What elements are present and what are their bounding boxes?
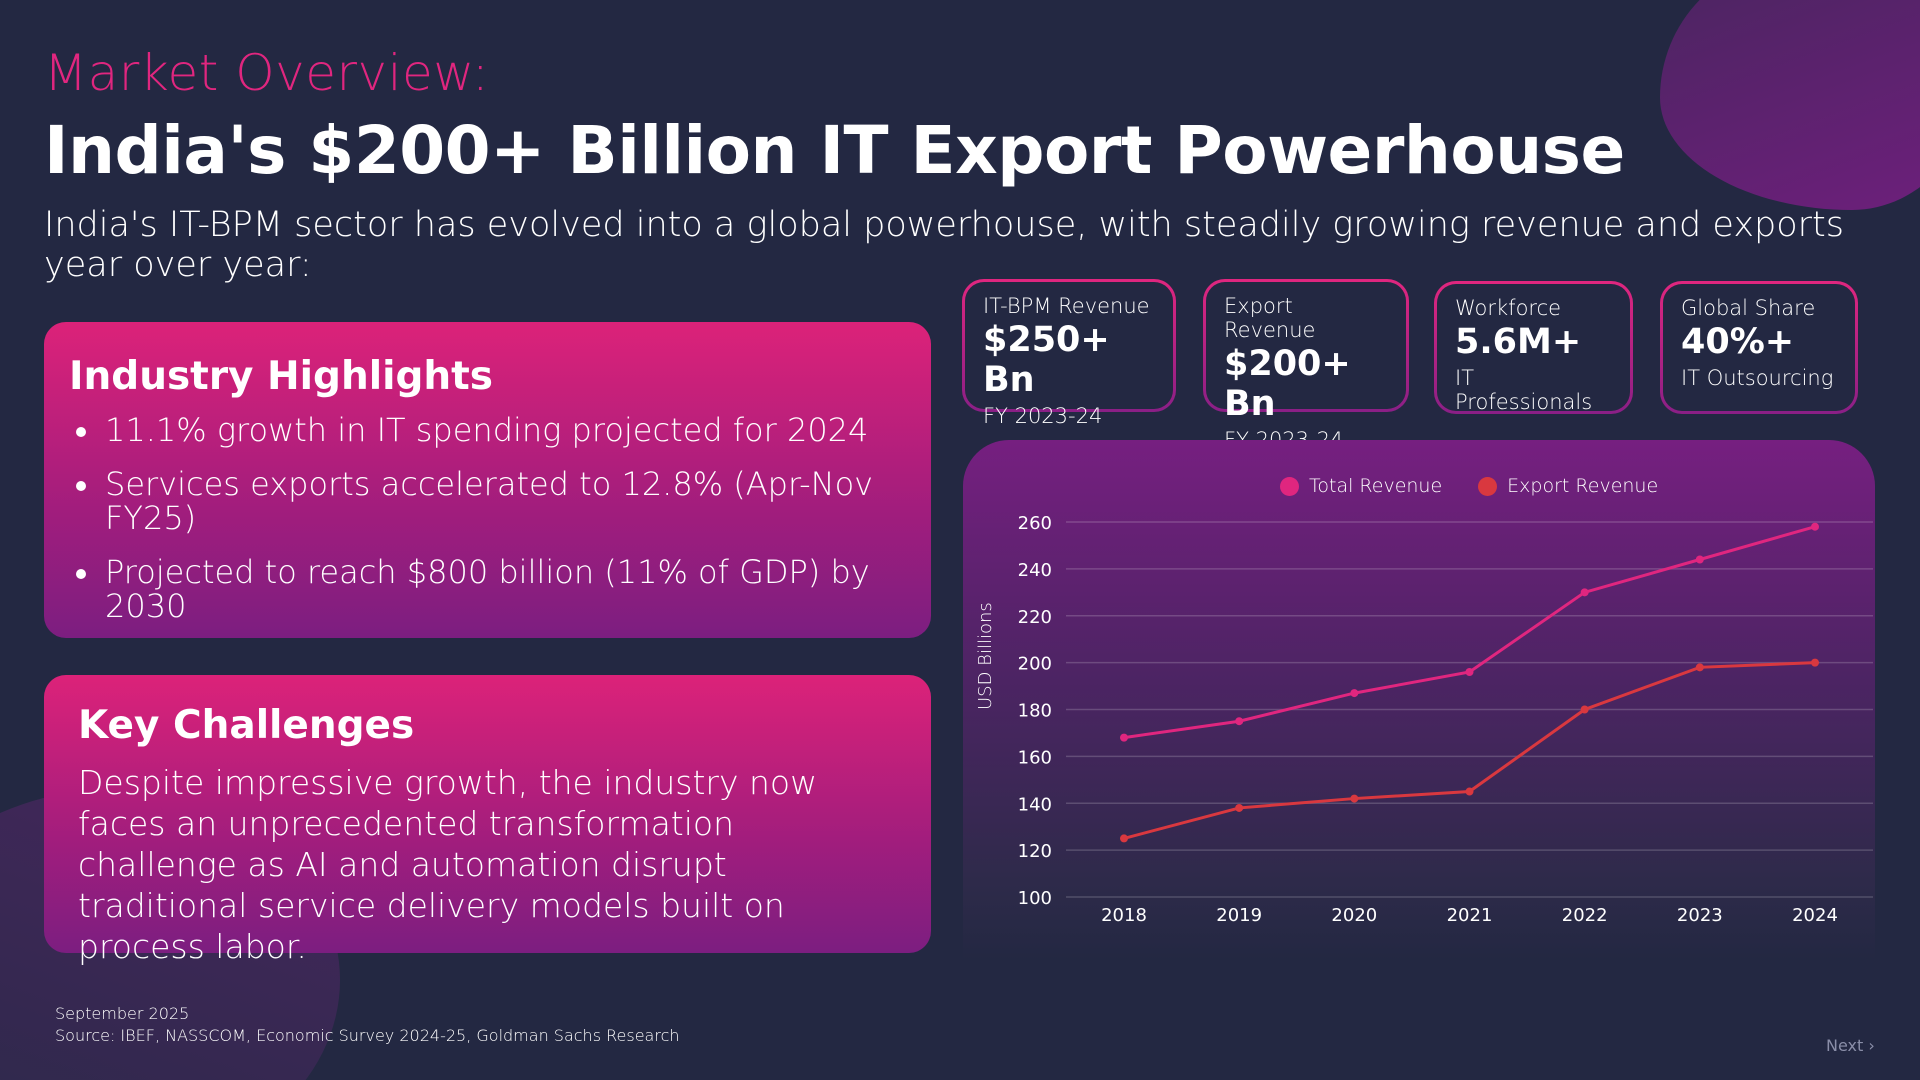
page-title: India's $200+ Billion IT Export Powerhou… xyxy=(44,112,1625,189)
data-point-export-revenue xyxy=(1235,803,1244,812)
x-tick-label: 2018 xyxy=(1101,905,1147,926)
data-point-total-revenue xyxy=(1350,689,1359,698)
x-tick-label: 2020 xyxy=(1331,905,1377,926)
industry-highlights-panel: Industry Highlights 11.1% growth in IT s… xyxy=(44,322,931,638)
data-point-export-revenue xyxy=(1350,794,1359,803)
y-tick-label: 120 xyxy=(1018,841,1052,862)
stat-value: $250+ Bn xyxy=(983,320,1110,400)
data-point-total-revenue xyxy=(1235,717,1244,726)
x-tick-label: 2023 xyxy=(1677,905,1723,926)
data-point-total-revenue xyxy=(1695,555,1704,564)
data-point-export-revenue xyxy=(1580,705,1589,714)
data-point-export-revenue xyxy=(1120,834,1128,843)
y-tick-label: 140 xyxy=(1018,794,1052,815)
y-tick-label: 220 xyxy=(1018,607,1052,628)
highlight-item: Services exports accelerated to 12.8% (A… xyxy=(69,467,906,535)
next-button[interactable]: Next › xyxy=(1826,1036,1875,1055)
highlights-title: Industry Highlights xyxy=(69,354,494,399)
series-line-total-revenue xyxy=(1123,525,1816,740)
y-tick-label: 260 xyxy=(1018,513,1052,534)
stat-card-workforce: Workforce 5.6M+ IT Professionals xyxy=(1434,281,1633,414)
section-kicker: Market Overview: xyxy=(44,44,490,102)
stat-card-itbpm-revenue: IT-BPM Revenue $250+ Bn FY 2023-24 xyxy=(962,279,1176,428)
data-point-total-revenue xyxy=(1465,668,1474,676)
highlight-item: Projected to reach $800 billion (11% of … xyxy=(69,555,906,623)
legend-dot-icon xyxy=(1478,476,1498,496)
chart-legend: Total Revenue Export Revenue xyxy=(1280,475,1658,497)
data-point-export-revenue xyxy=(1465,787,1474,796)
stat-sub: FY 2023-24 xyxy=(983,404,1103,428)
stat-value: 40%+ xyxy=(1681,322,1795,362)
stat-sub: IT Outsourcing xyxy=(1681,366,1834,390)
data-point-export-revenue xyxy=(1695,663,1704,672)
stat-card-export-revenue: Export Revenue $200+ Bn FY 2023-24 xyxy=(1203,279,1409,452)
x-tick-label: 2019 xyxy=(1216,905,1262,926)
y-tick-label: 100 xyxy=(1018,888,1052,909)
legend-item-export-revenue[interactable]: Export Revenue xyxy=(1478,475,1658,497)
legend-dot-icon xyxy=(1280,476,1299,496)
footer-source: Source: IBEF, NASSCOM, Economic Survey 2… xyxy=(55,1026,680,1045)
x-tick-label: 2021 xyxy=(1447,905,1493,926)
highlights-list: 11.1% growth in IT spending projected fo… xyxy=(69,413,906,623)
y-tick-label: 180 xyxy=(1018,701,1052,722)
data-point-total-revenue xyxy=(1120,733,1128,742)
data-point-total-revenue xyxy=(1580,588,1589,597)
stat-sub: IT Professionals xyxy=(1455,366,1593,414)
revenue-chart-card xyxy=(963,440,1875,960)
legend-item-total-revenue[interactable]: Total Revenue xyxy=(1280,475,1442,497)
stat-label: Workforce xyxy=(1455,296,1562,320)
legend-label: Total Revenue xyxy=(1309,475,1443,497)
y-tick-label: 160 xyxy=(1018,747,1052,768)
stat-label: IT-BPM Revenue xyxy=(983,294,1150,318)
page-subtitle: India's IT-BPM sector has evolved into a… xyxy=(44,205,1845,285)
stat-value: 5.6M+ xyxy=(1455,322,1582,362)
y-axis-label: USD Billions xyxy=(975,602,996,710)
stat-label: Global Share xyxy=(1681,296,1816,320)
challenges-title: Key Challenges xyxy=(78,703,415,748)
key-challenges-panel: Key Challenges Despite impressive growth… xyxy=(44,675,931,966)
x-tick-label: 2024 xyxy=(1792,905,1838,926)
data-point-total-revenue xyxy=(1811,522,1819,531)
footer-date: September 2025 xyxy=(55,1004,190,1023)
data-point-export-revenue xyxy=(1811,658,1819,667)
stat-card-global-share: Global Share 40%+ IT Outsourcing xyxy=(1660,281,1858,414)
footer: September 2025 Source: IBEF, NASSCOM, Ec… xyxy=(55,1003,680,1047)
x-tick-label: 2022 xyxy=(1562,905,1608,926)
y-tick-label: 200 xyxy=(1018,654,1052,675)
series-line-export-revenue xyxy=(1123,661,1816,840)
y-tick-label: 240 xyxy=(1018,560,1052,581)
challenges-body: Despite impressive growth, the industry … xyxy=(78,763,818,966)
stat-value: $200+ Bn xyxy=(1224,344,1351,424)
legend-label: Export Revenue xyxy=(1507,475,1659,497)
stat-label: Export Revenue xyxy=(1224,294,1316,342)
highlight-item: 11.1% growth in IT spending projected fo… xyxy=(69,413,906,447)
